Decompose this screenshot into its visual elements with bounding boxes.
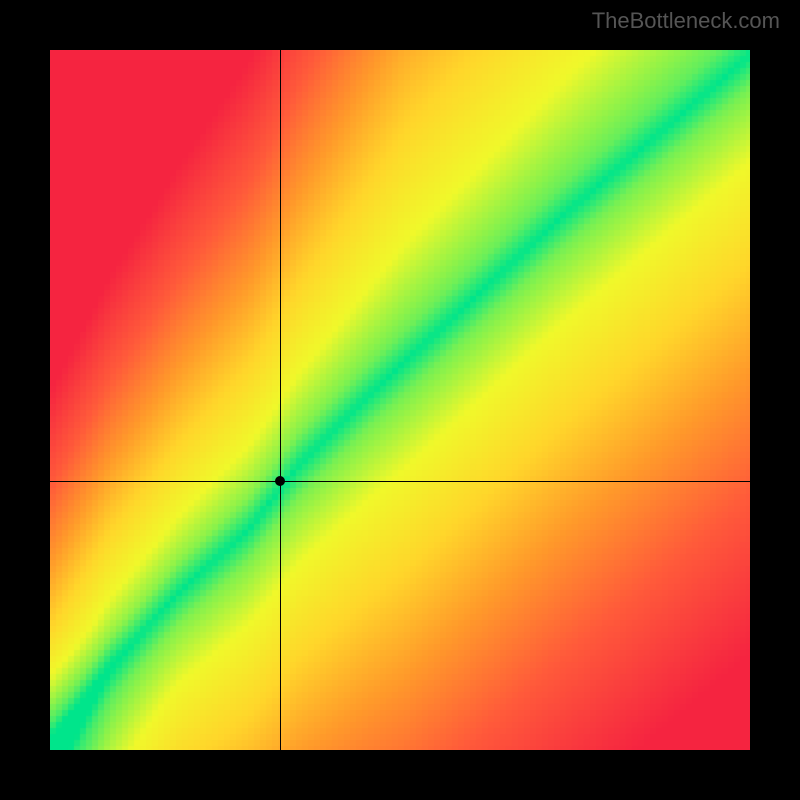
heatmap-canvas [50,50,750,750]
crosshair-horizontal [50,481,750,482]
chart-container: TheBottleneck.com [0,0,800,800]
watermark-text: TheBottleneck.com [592,8,780,34]
plot-area [50,50,750,750]
marker-dot [275,476,285,486]
crosshair-vertical [280,50,281,750]
